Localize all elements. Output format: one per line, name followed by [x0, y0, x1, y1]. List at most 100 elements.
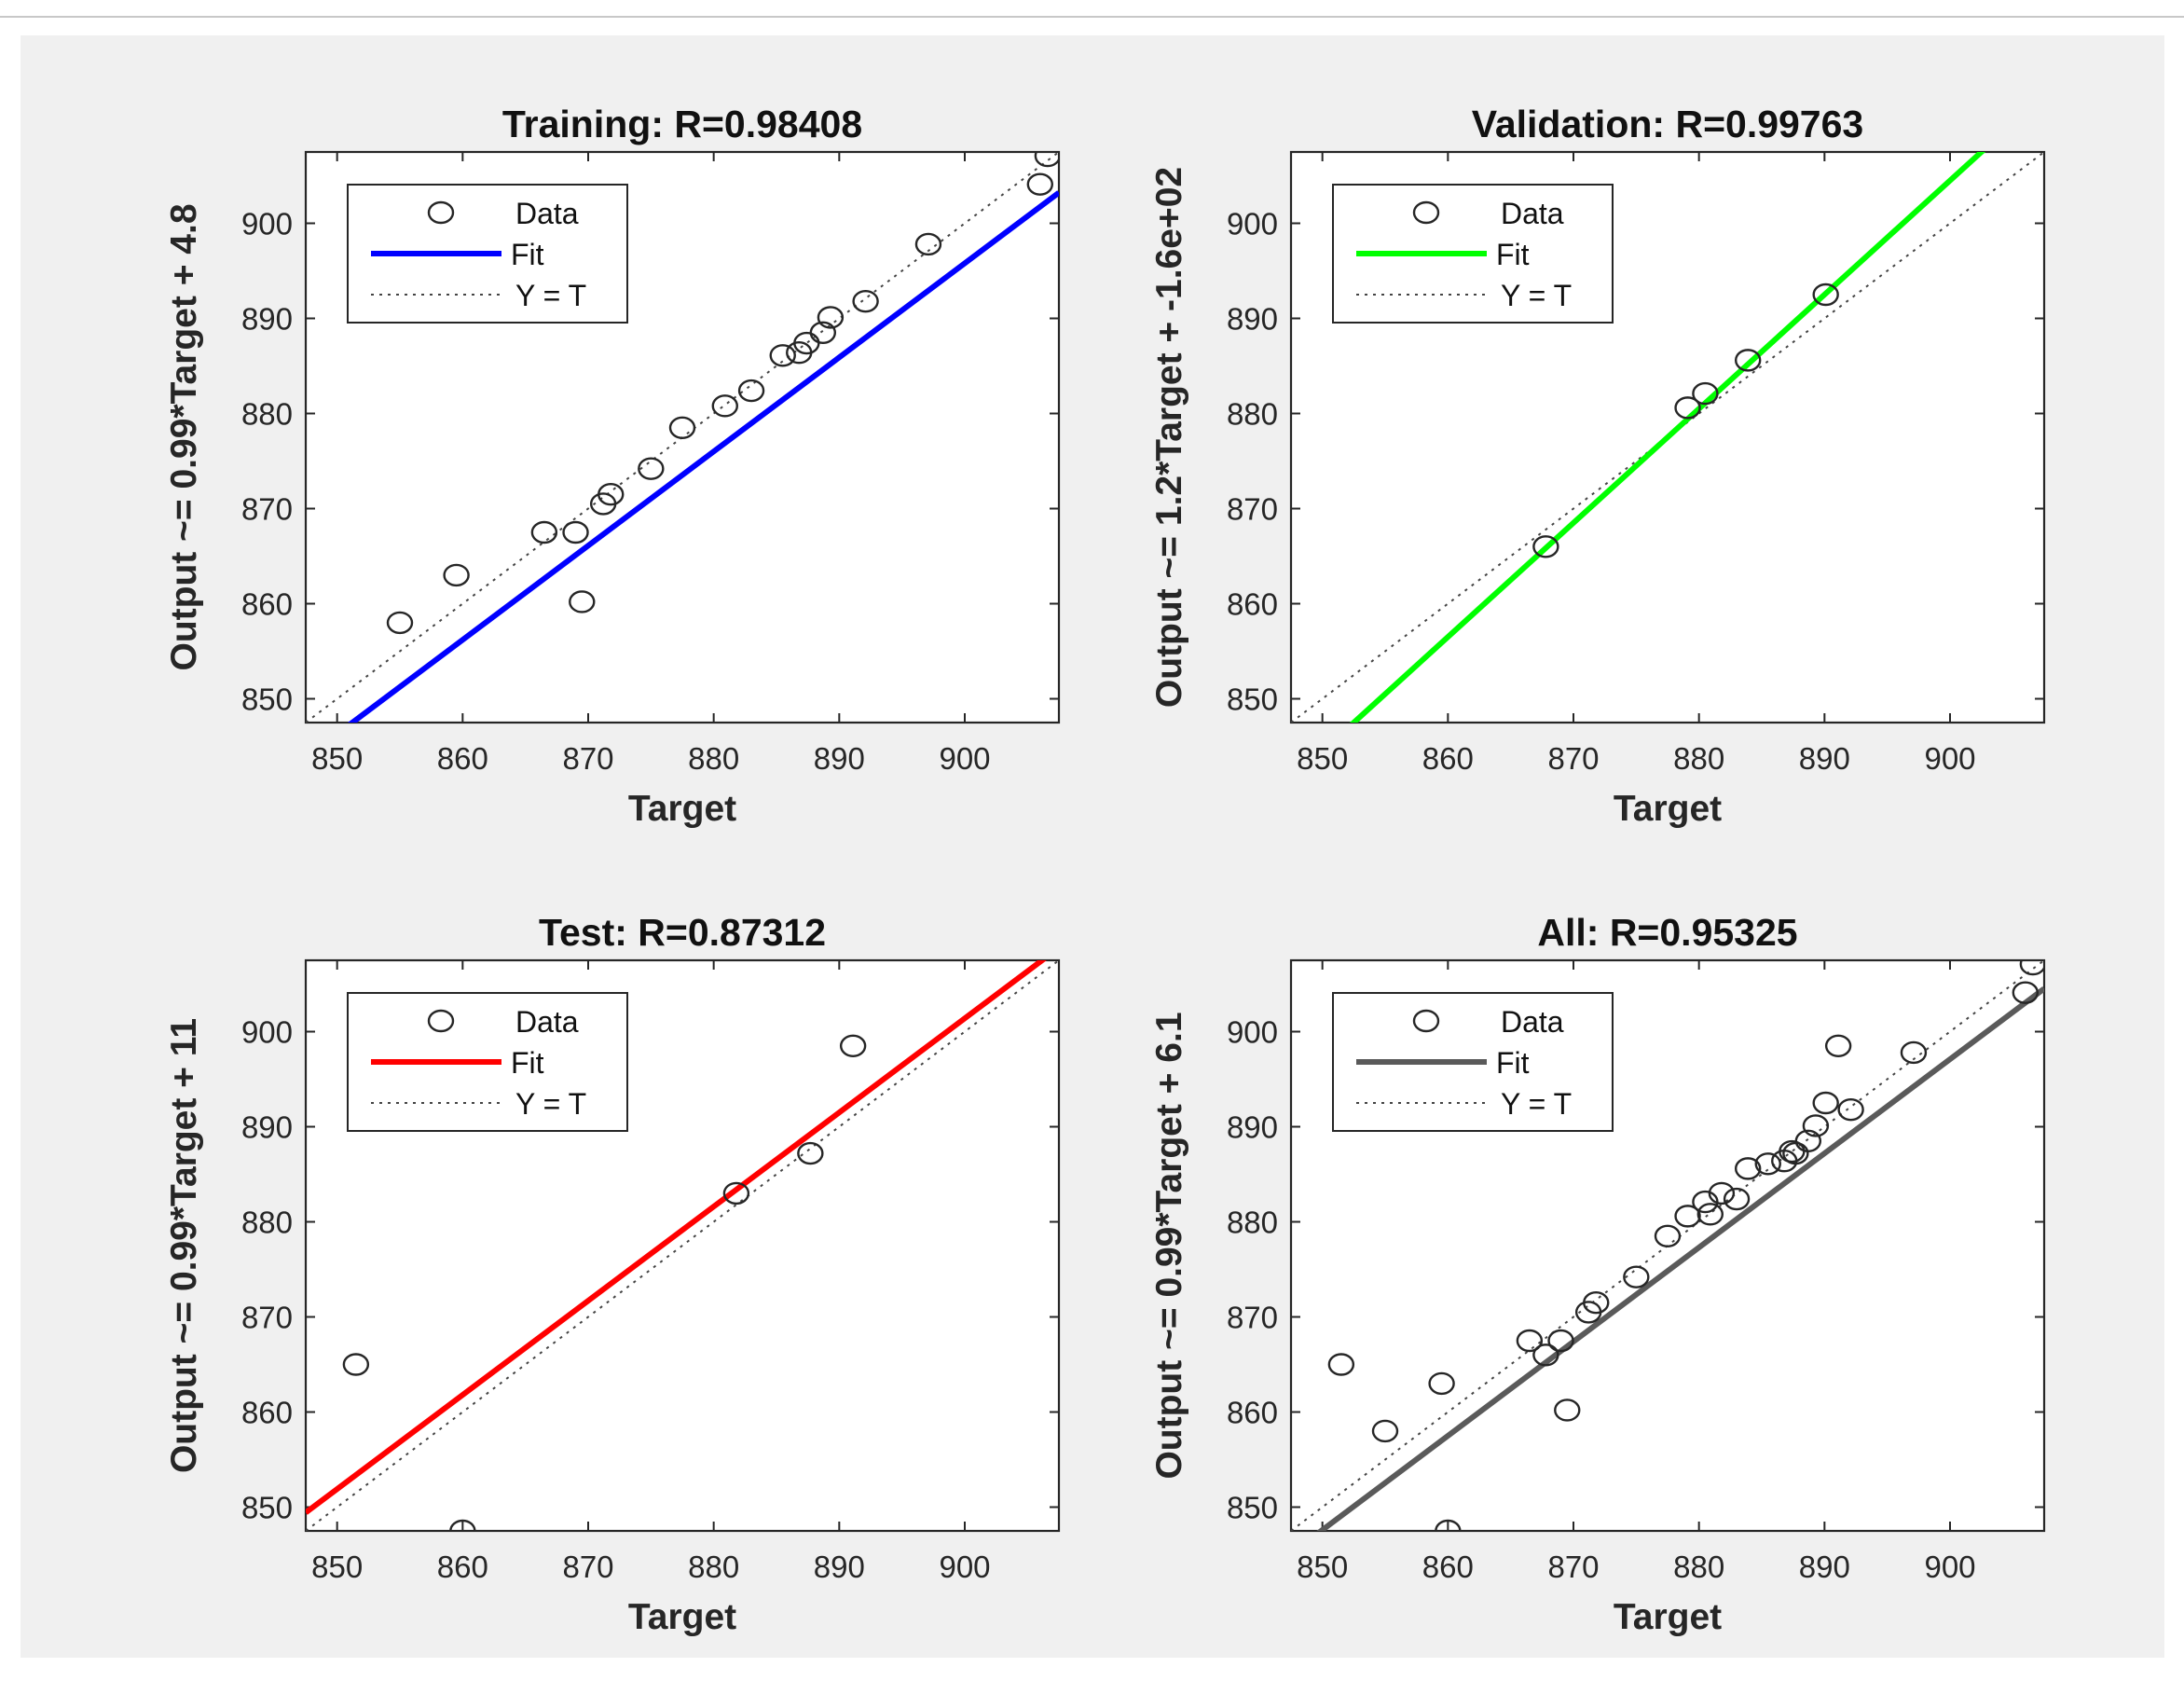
x-axis-title: Target: [1614, 789, 1722, 829]
legend-entry-label: Y = T: [515, 279, 586, 312]
x-axis-title: Target: [1614, 1597, 1722, 1637]
data-point: [914, 232, 942, 256]
y-tick-label: 880: [1227, 1206, 1278, 1240]
data-point: [562, 520, 589, 544]
x-tick-label: 880: [688, 741, 739, 776]
legend-entry-label: Data: [515, 1005, 579, 1039]
legend-data-marker: [1412, 1009, 1440, 1033]
x-axis-title: Target: [628, 789, 736, 829]
data-point: [386, 611, 414, 635]
x-tick-label: 880: [1673, 741, 1724, 776]
chart-panel-1: 850 860 870 880 890 900 850 860 870 880 890 900 Trai…: [164, 103, 1061, 829]
data-point: [1532, 1343, 1559, 1367]
y-tick-label: 890: [1227, 302, 1278, 337]
legend-entry-label: Y = T: [1501, 279, 1572, 312]
data-point: [1654, 1224, 1682, 1248]
data-point: [852, 289, 879, 313]
y-tick-label: 880: [241, 397, 293, 432]
data-point: [1734, 1157, 1762, 1180]
y-axis-title: Output ~= 0.99*Target + 6.1: [1149, 1012, 1189, 1479]
y-axis-title: Output ~= 0.99*Target + 11: [164, 1018, 204, 1473]
y-tick-label: 870: [241, 1301, 293, 1335]
data-point: [1900, 1040, 1928, 1065]
x-tick-label: 880: [1673, 1550, 1724, 1584]
data-point: [1837, 1097, 1864, 1122]
data-point: [1583, 1290, 1610, 1315]
y-tick-label: 850: [241, 1491, 293, 1525]
data-point: [1696, 1203, 1724, 1226]
data-point: [769, 344, 796, 367]
legend: Data Fit Y = T: [1332, 184, 1614, 324]
y-tick-label: 870: [1227, 1301, 1278, 1335]
data-point: [1812, 282, 1839, 307]
data-point: [1547, 1329, 1574, 1353]
x-tick-label: 860: [1422, 741, 1474, 776]
x-tick-label: 850: [311, 741, 363, 776]
data-point: [1794, 1129, 1822, 1153]
y-tick-label: 900: [241, 207, 293, 241]
plot-series: [1291, 960, 2044, 1531]
data-point: [638, 457, 665, 480]
x-tick-label: 890: [814, 1550, 865, 1584]
data-point: [817, 306, 845, 329]
data-point: [711, 394, 738, 418]
y-axis-title: Output ~= 0.99*Target + 4.8: [164, 203, 204, 670]
legend-entry-label: Data: [1501, 197, 1564, 230]
data-point: [1554, 1399, 1581, 1422]
data-point: [1532, 535, 1559, 558]
x-tick-label: 880: [688, 1550, 739, 1584]
legend: Data Fit Y = T: [347, 992, 628, 1132]
data-point: [722, 1181, 750, 1206]
x-axis-title: Target: [628, 1597, 736, 1637]
legend-entry-label: Fit: [511, 238, 544, 271]
legend: Data Fit Y = T: [347, 184, 628, 324]
plot-series: [306, 960, 1059, 1531]
x-tick-label: 870: [562, 1550, 613, 1584]
x-tick-label: 850: [1297, 1550, 1348, 1584]
data-point: [449, 1519, 476, 1531]
y-tick-label: 860: [1227, 1396, 1278, 1430]
y-tick-label: 870: [1227, 492, 1278, 527]
x-tick-label: 850: [311, 1550, 363, 1584]
legend-entry-label: Y = T: [515, 1087, 586, 1121]
data-point: [797, 1141, 824, 1165]
plot-series: [306, 152, 1059, 723]
chart-panel-2: 850 860 870 880 890 900 850 860 870 880 890 900 Vali…: [1149, 103, 2046, 829]
data-point: [443, 563, 470, 587]
y-tick-label: 880: [241, 1206, 293, 1240]
data-point: [737, 379, 765, 403]
x-tick-label: 890: [1799, 741, 1850, 776]
data-point: [2019, 960, 2044, 976]
data-point: [1026, 172, 1054, 196]
x-tick-label: 900: [939, 741, 990, 776]
x-tick-label: 860: [437, 1550, 488, 1584]
y-tick-label: 900: [1227, 1015, 1278, 1050]
x-tick-label: 870: [1547, 1550, 1599, 1584]
y-tick-label: 850: [1227, 1491, 1278, 1525]
data-point: [530, 520, 558, 544]
data-point: [809, 321, 837, 344]
legend-data-marker: [427, 200, 455, 225]
y-tick-label: 890: [241, 1110, 293, 1145]
x-tick-label: 890: [814, 741, 865, 776]
y-tick-label: 890: [1227, 1110, 1278, 1145]
data-point: [1327, 1353, 1355, 1376]
data-point: [1674, 396, 1701, 420]
fit-line: [306, 960, 1047, 1515]
y-tick-label: 900: [1227, 207, 1278, 241]
data-point: [1734, 349, 1762, 372]
data-point: [1754, 1152, 1781, 1176]
legend: Data Fit Y = T: [1332, 992, 1614, 1132]
data-point: [1692, 381, 1719, 406]
data-point: [598, 483, 625, 506]
data-point: [1034, 152, 1059, 168]
x-tick-label: 870: [1547, 741, 1599, 776]
data-point: [1435, 1519, 1462, 1531]
legend-entry-label: Data: [1501, 1005, 1564, 1039]
data-point: [1516, 1329, 1544, 1353]
data-point: [1824, 1034, 1852, 1058]
chart-title: Test: R=0.87312: [539, 911, 826, 954]
data-point: [342, 1353, 370, 1376]
data-point: [1428, 1371, 1455, 1396]
legend-entry-label: Fit: [1496, 1046, 1530, 1080]
